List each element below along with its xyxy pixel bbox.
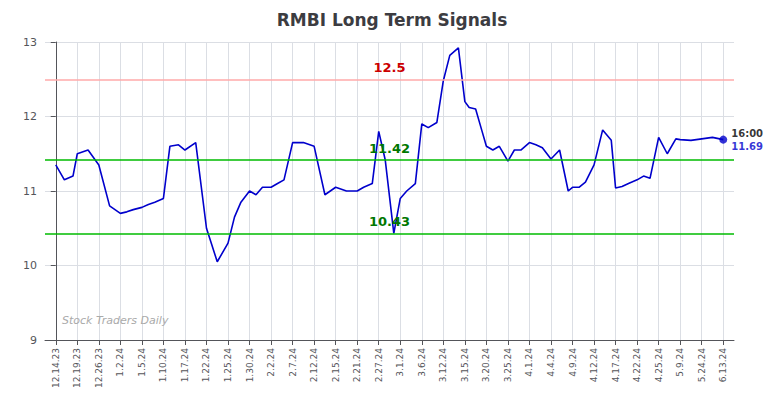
svg-text:2.21.24: 2.21.24 (352, 348, 362, 383)
svg-text:RMBI Long Term Signals: RMBI Long Term Signals (277, 10, 508, 30)
svg-text:1.25.24: 1.25.24 (223, 348, 233, 383)
svg-text:12.19.23: 12.19.23 (72, 348, 82, 388)
svg-text:11.69: 11.69 (731, 141, 763, 152)
svg-text:3.6.24: 3.6.24 (417, 348, 427, 377)
svg-text:10.43: 10.43 (369, 214, 410, 229)
svg-text:3.25.24: 3.25.24 (503, 348, 513, 383)
svg-text:2.12.24: 2.12.24 (309, 348, 319, 383)
svg-text:1.17.24: 1.17.24 (180, 348, 190, 383)
svg-text:11: 11 (23, 185, 37, 198)
svg-text:4.22.24: 4.22.24 (632, 348, 642, 383)
svg-text:13: 13 (23, 36, 37, 49)
svg-text:1.5.24: 1.5.24 (137, 348, 147, 377)
svg-text:12.14.23: 12.14.23 (51, 348, 61, 388)
svg-text:3.1.24: 3.1.24 (395, 348, 405, 377)
svg-text:12.26.23: 12.26.23 (94, 348, 104, 388)
svg-text:1.30.24: 1.30.24 (245, 348, 255, 383)
svg-text:16:00: 16:00 (731, 128, 763, 139)
svg-text:5.9.24: 5.9.24 (675, 348, 685, 377)
svg-text:3.20.24: 3.20.24 (481, 348, 491, 383)
svg-text:4.12.24: 4.12.24 (589, 348, 599, 383)
svg-text:1.10.24: 1.10.24 (158, 348, 168, 383)
svg-text:2.7.24: 2.7.24 (288, 348, 298, 377)
svg-text:6.13.24: 6.13.24 (718, 348, 728, 383)
svg-text:1.2.24: 1.2.24 (115, 348, 125, 377)
svg-text:2.2.24: 2.2.24 (266, 348, 276, 377)
svg-text:10: 10 (23, 259, 37, 272)
svg-text:4.1.24: 4.1.24 (524, 348, 534, 377)
svg-text:Stock Traders Daily: Stock Traders Daily (62, 314, 169, 327)
svg-text:4.4.24: 4.4.24 (546, 348, 556, 377)
svg-text:3.12.24: 3.12.24 (438, 348, 448, 383)
svg-text:5.24.24: 5.24.24 (697, 348, 707, 383)
svg-text:4.25.24: 4.25.24 (654, 348, 664, 383)
svg-text:9: 9 (30, 334, 37, 347)
svg-text:12.5: 12.5 (373, 60, 405, 75)
svg-text:4.9.24: 4.9.24 (568, 348, 578, 377)
svg-text:4.17.24: 4.17.24 (611, 348, 621, 383)
svg-text:3.15.24: 3.15.24 (460, 348, 470, 383)
svg-text:2.15.24: 2.15.24 (331, 348, 341, 383)
svg-text:12: 12 (23, 110, 37, 123)
svg-text:2.27.24: 2.27.24 (374, 348, 384, 383)
svg-text:11.42: 11.42 (369, 141, 410, 156)
svg-text:1.22.24: 1.22.24 (201, 348, 211, 383)
